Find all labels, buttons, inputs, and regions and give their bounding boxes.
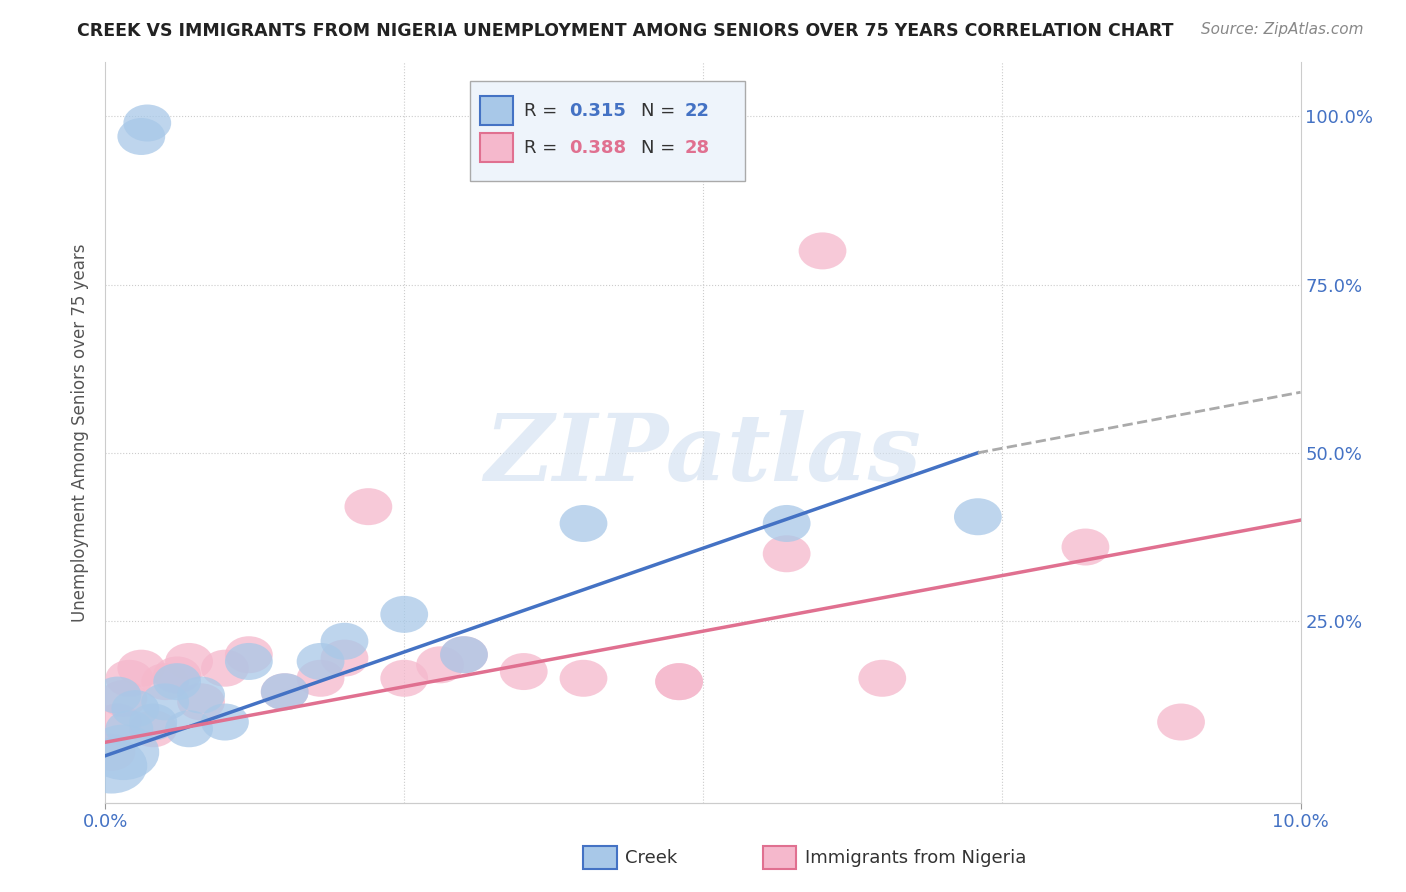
Text: 0.388: 0.388 [569,138,626,157]
Text: R =: R = [524,138,562,157]
Ellipse shape [100,680,148,717]
Text: 0.315: 0.315 [569,102,626,120]
Text: Creek: Creek [626,848,678,867]
Ellipse shape [440,636,488,673]
Ellipse shape [297,643,344,680]
Bar [583,846,617,870]
Text: CREEK VS IMMIGRANTS FROM NIGERIA UNEMPLOYMENT AMONG SENIORS OVER 75 YEARS CORREL: CREEK VS IMMIGRANTS FROM NIGERIA UNEMPLO… [77,22,1174,40]
FancyBboxPatch shape [470,81,745,181]
Ellipse shape [124,104,172,142]
Ellipse shape [440,636,488,673]
Ellipse shape [177,677,225,714]
Ellipse shape [321,623,368,660]
Ellipse shape [560,660,607,697]
Ellipse shape [1062,529,1109,566]
Ellipse shape [93,677,141,714]
Ellipse shape [129,710,177,747]
Text: 22: 22 [685,102,710,120]
Ellipse shape [225,636,273,673]
Text: ZIPatlas: ZIPatlas [485,409,921,500]
Ellipse shape [560,505,607,542]
Ellipse shape [262,673,308,710]
Ellipse shape [105,660,153,697]
Ellipse shape [297,660,344,697]
Ellipse shape [416,647,464,683]
Ellipse shape [380,660,429,697]
Text: Source: ZipAtlas.com: Source: ZipAtlas.com [1201,22,1364,37]
Ellipse shape [655,663,703,700]
Text: 28: 28 [685,138,710,157]
Ellipse shape [166,710,214,747]
Ellipse shape [344,488,392,525]
Text: N =: N = [641,102,681,120]
Ellipse shape [321,640,368,677]
Ellipse shape [76,738,148,794]
Ellipse shape [201,704,249,740]
Ellipse shape [105,710,153,747]
Ellipse shape [93,704,141,740]
Ellipse shape [87,724,159,780]
Ellipse shape [166,643,214,680]
Ellipse shape [177,683,225,721]
Ellipse shape [1157,704,1205,740]
Ellipse shape [501,653,548,690]
Ellipse shape [153,663,201,700]
Ellipse shape [141,663,190,700]
Ellipse shape [380,596,429,632]
Ellipse shape [953,499,1002,535]
Ellipse shape [201,649,249,687]
Ellipse shape [858,660,907,697]
Ellipse shape [153,657,201,693]
Ellipse shape [118,649,166,687]
Text: N =: N = [641,138,681,157]
Y-axis label: Unemployment Among Seniors over 75 years: Unemployment Among Seniors over 75 years [72,244,90,622]
Ellipse shape [262,673,308,710]
Ellipse shape [762,535,811,573]
Ellipse shape [87,734,135,771]
Bar [479,95,513,126]
Bar [762,846,796,870]
Text: R =: R = [524,102,562,120]
Bar [479,133,513,162]
Ellipse shape [799,233,846,269]
Ellipse shape [129,704,177,740]
Ellipse shape [225,643,273,680]
Ellipse shape [141,683,190,721]
Ellipse shape [111,690,159,727]
Ellipse shape [655,663,703,700]
Text: Immigrants from Nigeria: Immigrants from Nigeria [804,848,1026,867]
Ellipse shape [762,505,811,542]
Ellipse shape [118,118,166,155]
